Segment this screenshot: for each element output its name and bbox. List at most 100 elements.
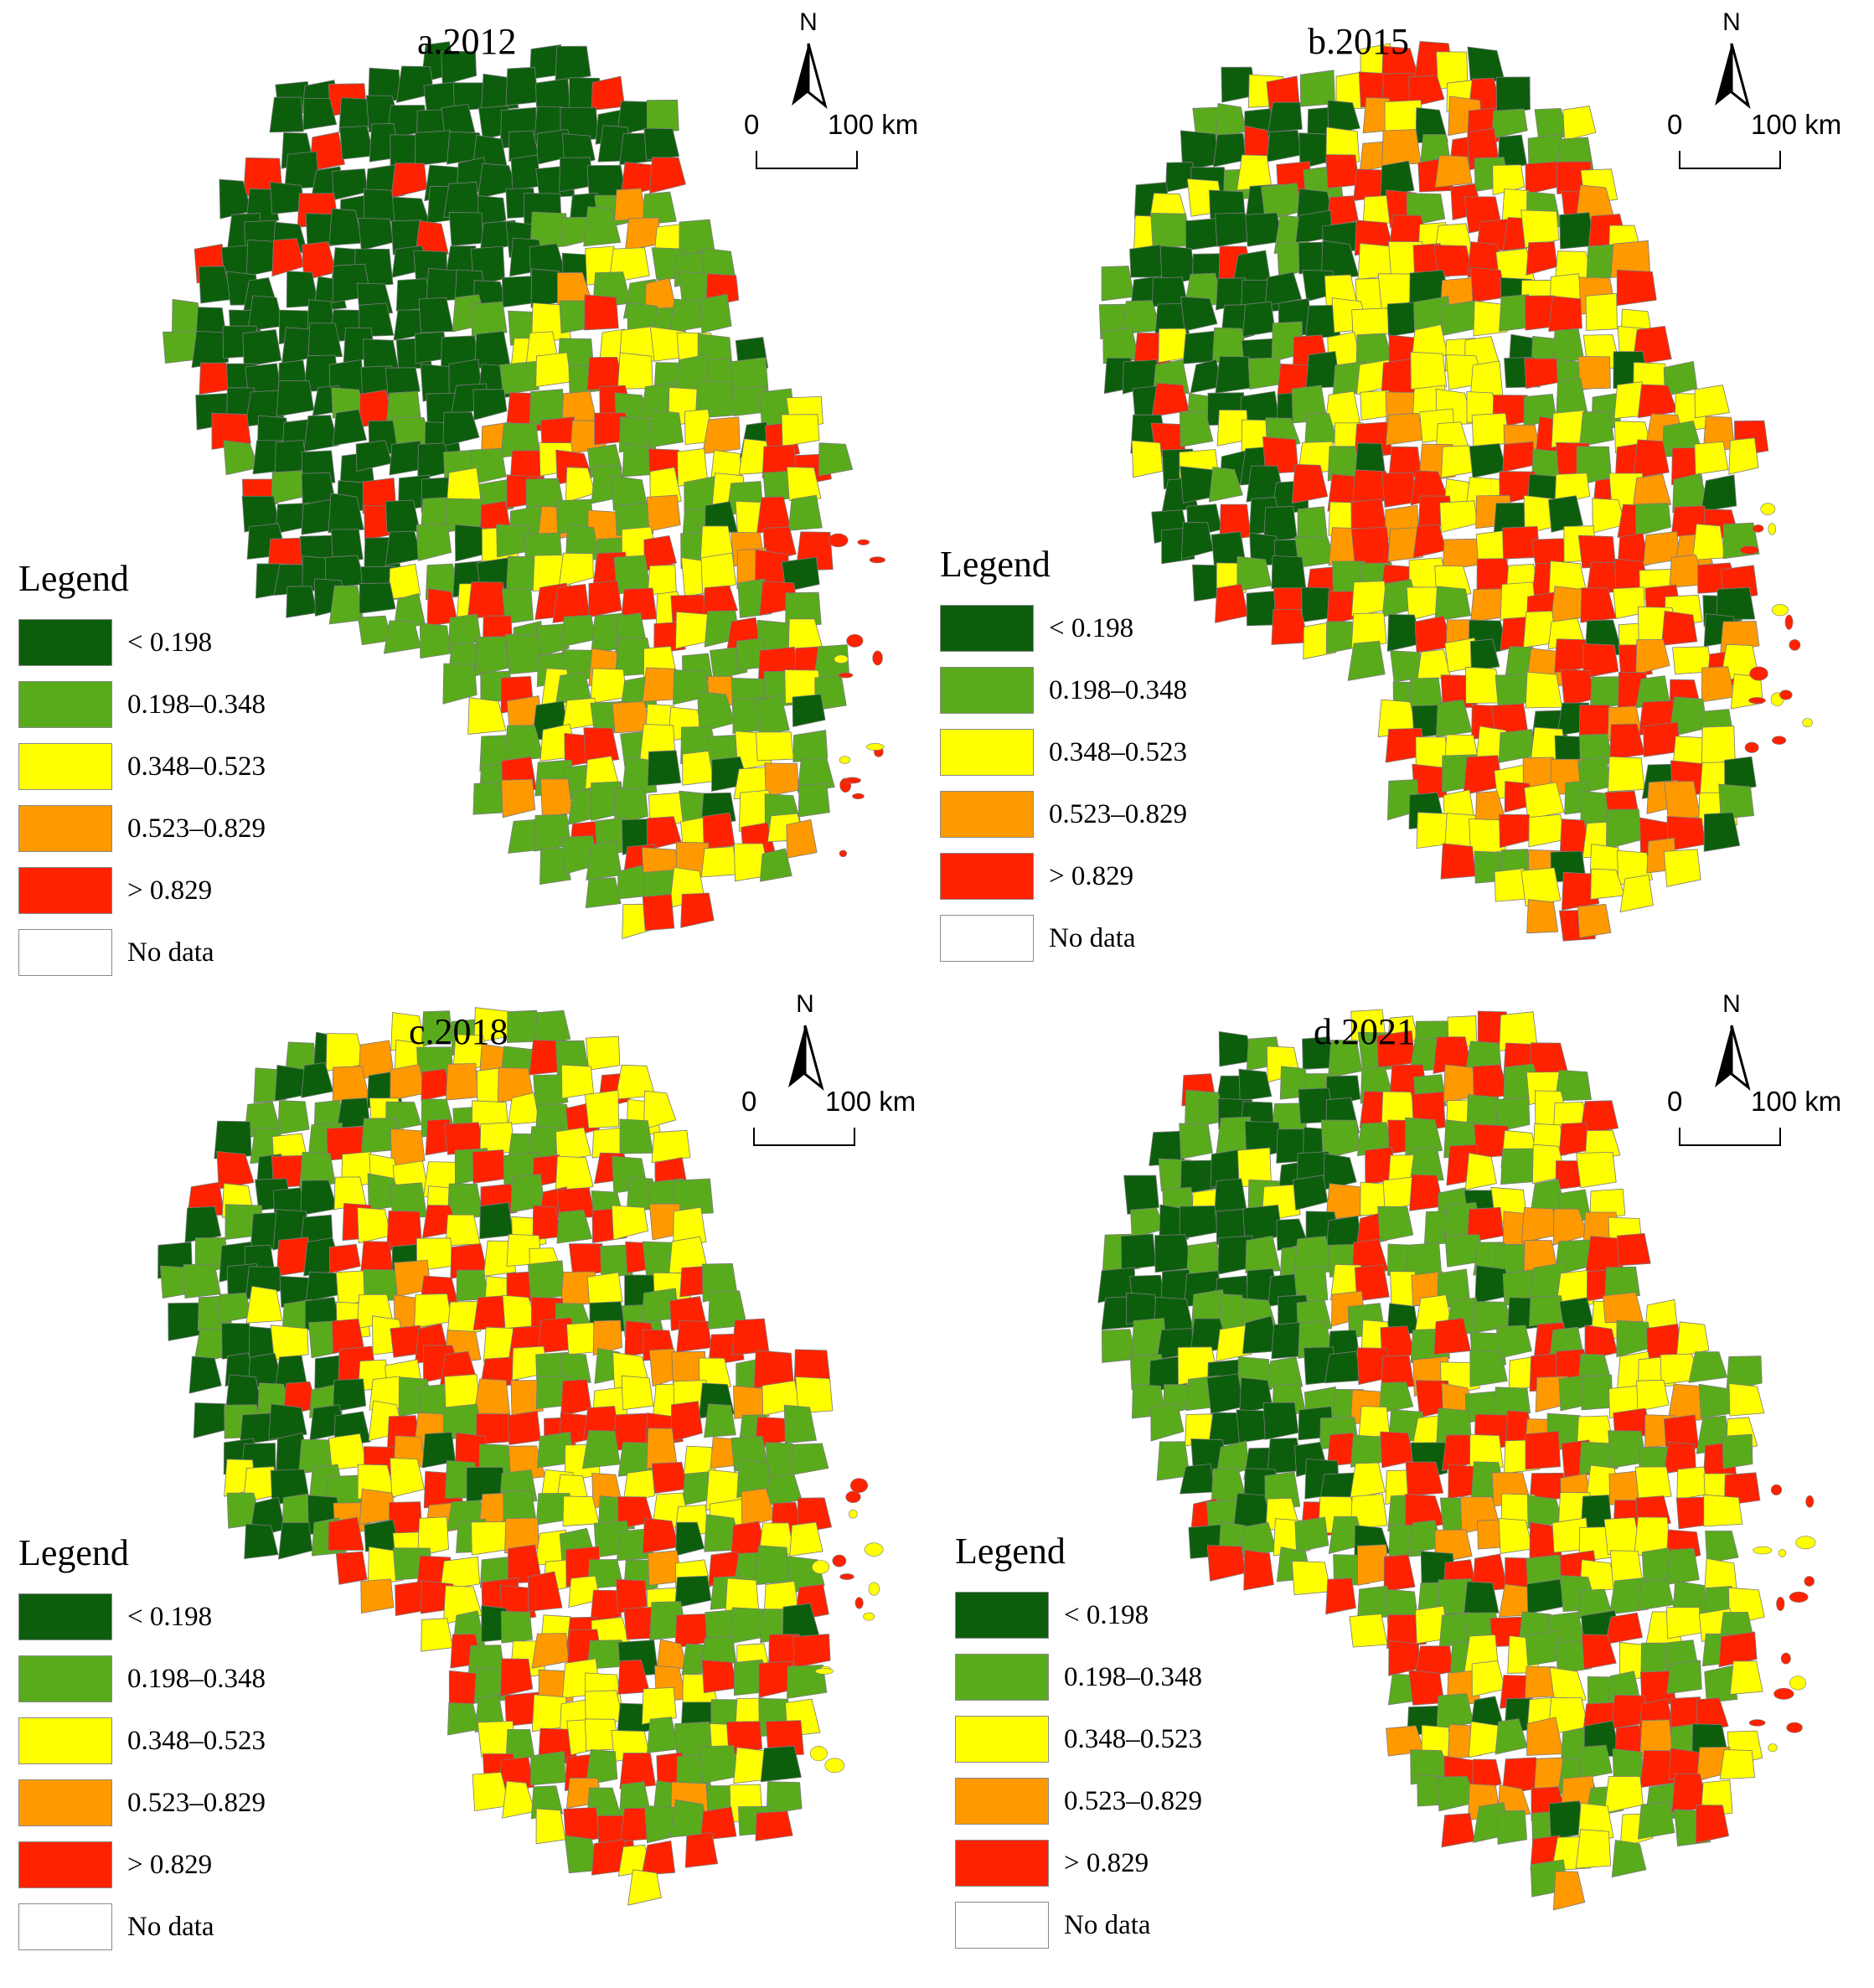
island-polygon — [854, 1597, 864, 1609]
county-polygon — [1664, 781, 1701, 821]
county-polygon — [1698, 1383, 1735, 1419]
county-polygon — [798, 782, 830, 818]
legend-item: > 0.829 — [955, 1832, 1240, 1894]
legend-d: Legend < 0.198 0.198–0.348 0.348–0.523 0… — [955, 1530, 1240, 1956]
county-polygon — [1463, 1581, 1500, 1618]
county-polygon — [641, 1686, 677, 1725]
county-polygon — [1632, 473, 1672, 510]
legend-label: 0.348–0.523 — [1049, 736, 1187, 767]
island-polygon — [824, 1758, 845, 1774]
legend-swatch — [18, 743, 112, 790]
scale-bar-a: 0 100 km — [742, 109, 918, 184]
county-polygon — [448, 211, 484, 246]
county-polygon — [1436, 1693, 1474, 1730]
county-polygon — [531, 1633, 570, 1669]
county-polygon — [1265, 1356, 1304, 1389]
county-polygon — [622, 1469, 656, 1503]
county-polygon — [1325, 1577, 1356, 1615]
legend-label: 0.523–0.829 — [127, 813, 266, 844]
county-polygon — [421, 1618, 453, 1652]
county-polygon — [673, 1178, 714, 1216]
scale-end-label: 100 km — [825, 1086, 916, 1117]
legend-label: 0.348–0.523 — [127, 1725, 266, 1756]
county-polygon — [1350, 1462, 1386, 1500]
county-polygon — [1524, 782, 1565, 819]
panel-title-d: d.2021 — [1314, 1011, 1415, 1052]
county-polygon — [600, 1244, 633, 1278]
county-polygon — [1327, 100, 1360, 135]
county-polygon — [1616, 269, 1657, 307]
county-polygon — [1442, 538, 1481, 571]
county-polygon — [1525, 161, 1560, 195]
island-polygon — [868, 1582, 880, 1596]
island-polygon — [834, 654, 849, 664]
legend-item: No data — [18, 1896, 303, 1958]
legend-swatch — [18, 1717, 112, 1764]
county-polygon — [1405, 1117, 1443, 1155]
county-polygon — [1297, 506, 1328, 543]
county-polygon — [731, 1318, 770, 1355]
legend-label: No data — [1049, 922, 1136, 953]
county-polygon — [1475, 529, 1509, 567]
county-polygon — [507, 1410, 541, 1445]
county-polygon — [1661, 610, 1698, 646]
island-polygon — [1760, 503, 1776, 515]
island-polygon — [1748, 697, 1766, 705]
county-polygon — [764, 762, 799, 798]
county-polygon — [1606, 808, 1642, 849]
county-polygon — [682, 751, 715, 786]
north-arrow-icon — [792, 43, 828, 110]
island-polygon — [1772, 736, 1787, 745]
island-polygon — [864, 1542, 884, 1557]
legend-swatch — [18, 1593, 112, 1640]
legend-item: 0.523–0.829 — [18, 1772, 303, 1834]
county-polygon — [1554, 1069, 1592, 1102]
county-polygon — [702, 416, 741, 455]
county-polygon — [535, 352, 572, 388]
legend-item: > 0.829 — [18, 1834, 303, 1896]
county-polygon — [1495, 76, 1531, 115]
legend-label: < 0.198 — [127, 627, 213, 658]
county-polygon — [1663, 849, 1701, 887]
county-polygon — [1294, 1516, 1329, 1553]
county-polygon — [1347, 640, 1386, 681]
legend-label: 0.523–0.829 — [1049, 798, 1187, 829]
county-polygon — [1694, 385, 1730, 419]
county-polygon — [756, 694, 790, 735]
island-polygon — [839, 756, 851, 764]
county-polygon — [1293, 1265, 1329, 1304]
county-polygon — [211, 412, 251, 450]
legend-item: < 0.198 — [18, 1586, 303, 1648]
legend-label: No data — [127, 1911, 214, 1942]
county-polygon — [676, 1320, 712, 1353]
scale-bar-line — [753, 1128, 855, 1146]
island-polygon — [1740, 545, 1759, 555]
county-polygon — [1179, 1205, 1219, 1240]
county-polygon — [390, 1064, 426, 1102]
island-polygon — [846, 633, 864, 648]
legend-swatch — [18, 1841, 112, 1888]
county-polygon — [643, 127, 680, 161]
legend-label: No data — [127, 937, 214, 968]
county-polygon — [508, 1092, 540, 1125]
county-polygon — [1548, 296, 1582, 333]
county-polygon — [684, 1831, 719, 1868]
county-polygon — [325, 1033, 365, 1072]
county-polygon — [1524, 358, 1562, 390]
legend-item: No data — [940, 907, 1225, 969]
county-polygon — [1381, 129, 1422, 166]
county-polygon — [1405, 1461, 1444, 1497]
county-polygon — [416, 524, 452, 561]
county-polygon — [1634, 1466, 1672, 1501]
county-polygon — [1694, 441, 1729, 475]
county-polygon — [415, 130, 452, 167]
county-polygon — [1350, 526, 1391, 565]
north-arrow-c: N — [772, 990, 839, 1119]
county-polygon — [1705, 1531, 1739, 1563]
county-polygon — [390, 1128, 426, 1168]
county-polygon — [1665, 1607, 1702, 1639]
legend-title: Legend — [940, 544, 1051, 585]
county-polygon — [456, 1269, 488, 1302]
legend-item: 0.198–0.348 — [955, 1646, 1240, 1708]
county-polygon — [1718, 783, 1755, 819]
